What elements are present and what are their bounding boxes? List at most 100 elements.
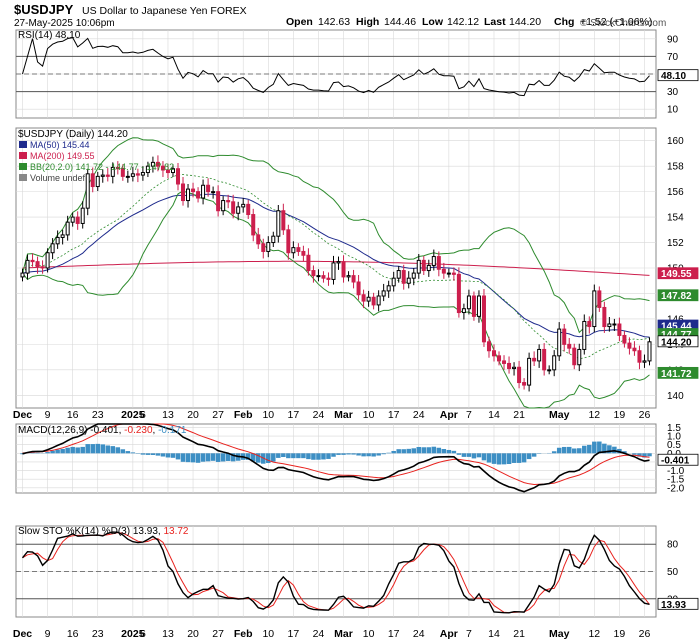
bb-lower-line (22, 190, 650, 409)
macd-y-tick-label: 0.5 (667, 440, 681, 451)
candle-body (406, 277, 411, 284)
macd-histogram-bar (526, 453, 532, 460)
x-axis-tick-label: 17 (388, 409, 400, 421)
x-axis-tick-label: 7 (466, 628, 472, 639)
x-axis-tick-label: 20 (187, 628, 199, 639)
macd-histogram-bar (376, 453, 381, 456)
x-axis-tick-label: 9 (45, 628, 51, 639)
macd-histogram-bar (250, 453, 256, 462)
macd-histogram-bar (421, 447, 427, 454)
x-axis-tick-label: 24 (413, 409, 425, 421)
candle-body (50, 243, 55, 254)
x-axis-tick-label: 10 (262, 628, 274, 639)
x-axis-tick-label: 21 (513, 628, 525, 639)
x-axis-tick-label: 23 (92, 409, 104, 421)
candle-body (577, 348, 582, 366)
x-axis-tick-label: 14 (488, 409, 500, 421)
bb-legend: BB(20,2.0) 141.72 - 144.77 - 147.82 (30, 162, 174, 172)
macd-histogram-bar (511, 453, 517, 463)
macd-histogram-bar (220, 453, 226, 462)
x-axis-tick-label: 6 (140, 409, 146, 421)
candle-body (65, 221, 70, 236)
macd-histogram-bar (65, 447, 70, 454)
price-right-label-box (657, 289, 699, 302)
price-y-tick-label: 140 (667, 391, 684, 402)
x-axis-tick-label: 12 (588, 628, 600, 639)
macd-y-tick-label: 1.0 (667, 432, 681, 443)
x-axis-tick-label: 26 (639, 628, 651, 639)
candle-body (351, 275, 356, 283)
candle-body (90, 173, 95, 188)
candle-body (562, 328, 567, 345)
candle-body (326, 277, 331, 280)
rsi-last-label-text: 48.10 (661, 71, 686, 82)
macd-line (22, 423, 650, 493)
macd-histogram-bar (587, 444, 592, 454)
candle-body (196, 191, 201, 199)
x-axis-tick-label: 14 (488, 628, 500, 639)
x-axis-tick-label: Dec (13, 409, 32, 421)
candle-body (572, 347, 577, 366)
x-axis-tick-label: 2025 (121, 628, 145, 639)
macd-y-tick-label: -2.0 (667, 483, 685, 494)
macd-histogram-bar (341, 453, 346, 455)
macd-histogram-bar (436, 447, 442, 454)
price-right-label-text: 145.44 (661, 322, 692, 333)
candle-body (421, 259, 426, 272)
sto-y-tick-label: 50 (667, 567, 679, 578)
candle-body (175, 168, 181, 185)
candle-body (55, 236, 60, 245)
macd-histogram-bar (165, 453, 171, 458)
candle-body (266, 242, 271, 252)
rsi-line (22, 37, 650, 97)
macd-histogram-bar (556, 447, 562, 454)
candle-body (401, 270, 406, 284)
macd-histogram-bar (30, 452, 35, 454)
candle-body (276, 210, 281, 237)
candle-body (461, 308, 466, 314)
candle-body (441, 268, 446, 274)
macd-histogram-bar (85, 444, 90, 454)
candle-body (226, 200, 231, 203)
candle-body (366, 296, 371, 302)
candle-body (191, 188, 196, 193)
candle-body (396, 270, 401, 279)
macd-histogram-bar (160, 453, 166, 457)
sto-legend: Slow STO %K(14) %D(3) 13.93, 13.72 (18, 526, 189, 537)
candle-body (592, 290, 597, 328)
candle-body (607, 323, 612, 328)
x-axis-tick-label: 19 (614, 628, 626, 639)
x-axis-tick-label: 10 (363, 409, 375, 421)
candle-body (60, 234, 65, 238)
price-right-label-text: 141.72 (661, 369, 692, 380)
ma200-line (22, 260, 650, 276)
macd-histogram-bar (266, 453, 271, 464)
price-y-tick-label: 158 (667, 162, 684, 173)
ma50-line (22, 193, 650, 338)
x-axis-tick-label: 10 (363, 628, 375, 639)
candle-body (296, 247, 301, 252)
macd-histogram-bar (336, 453, 341, 455)
open-value: 142.63 (318, 16, 350, 28)
macd-histogram-bar (271, 453, 276, 462)
x-axis-tick-label: 27 (212, 409, 224, 421)
x-axis-tick-label: 17 (288, 628, 300, 639)
candle-body (582, 320, 587, 350)
price-right-label-text: 149.55 (661, 269, 692, 280)
macd-histogram-bar (451, 450, 457, 454)
macd-histogram-bar (561, 446, 567, 454)
macd-histogram-bar (401, 449, 406, 454)
candle-body (542, 348, 547, 371)
x-axis-tick-label: Feb (234, 628, 253, 639)
candle-body (221, 200, 226, 212)
candle-body (85, 173, 90, 209)
sto-y-tick-label: 80 (667, 540, 679, 551)
x-axis-tick-label: 24 (313, 628, 325, 639)
candle-body (80, 207, 85, 224)
candle-body (140, 172, 145, 176)
macd-histogram-bar (115, 447, 121, 454)
macd-histogram-bar (501, 453, 507, 465)
macd-histogram-bar (456, 453, 462, 455)
macd-histogram-bar (50, 450, 55, 454)
macd-histogram-bar (255, 453, 261, 463)
